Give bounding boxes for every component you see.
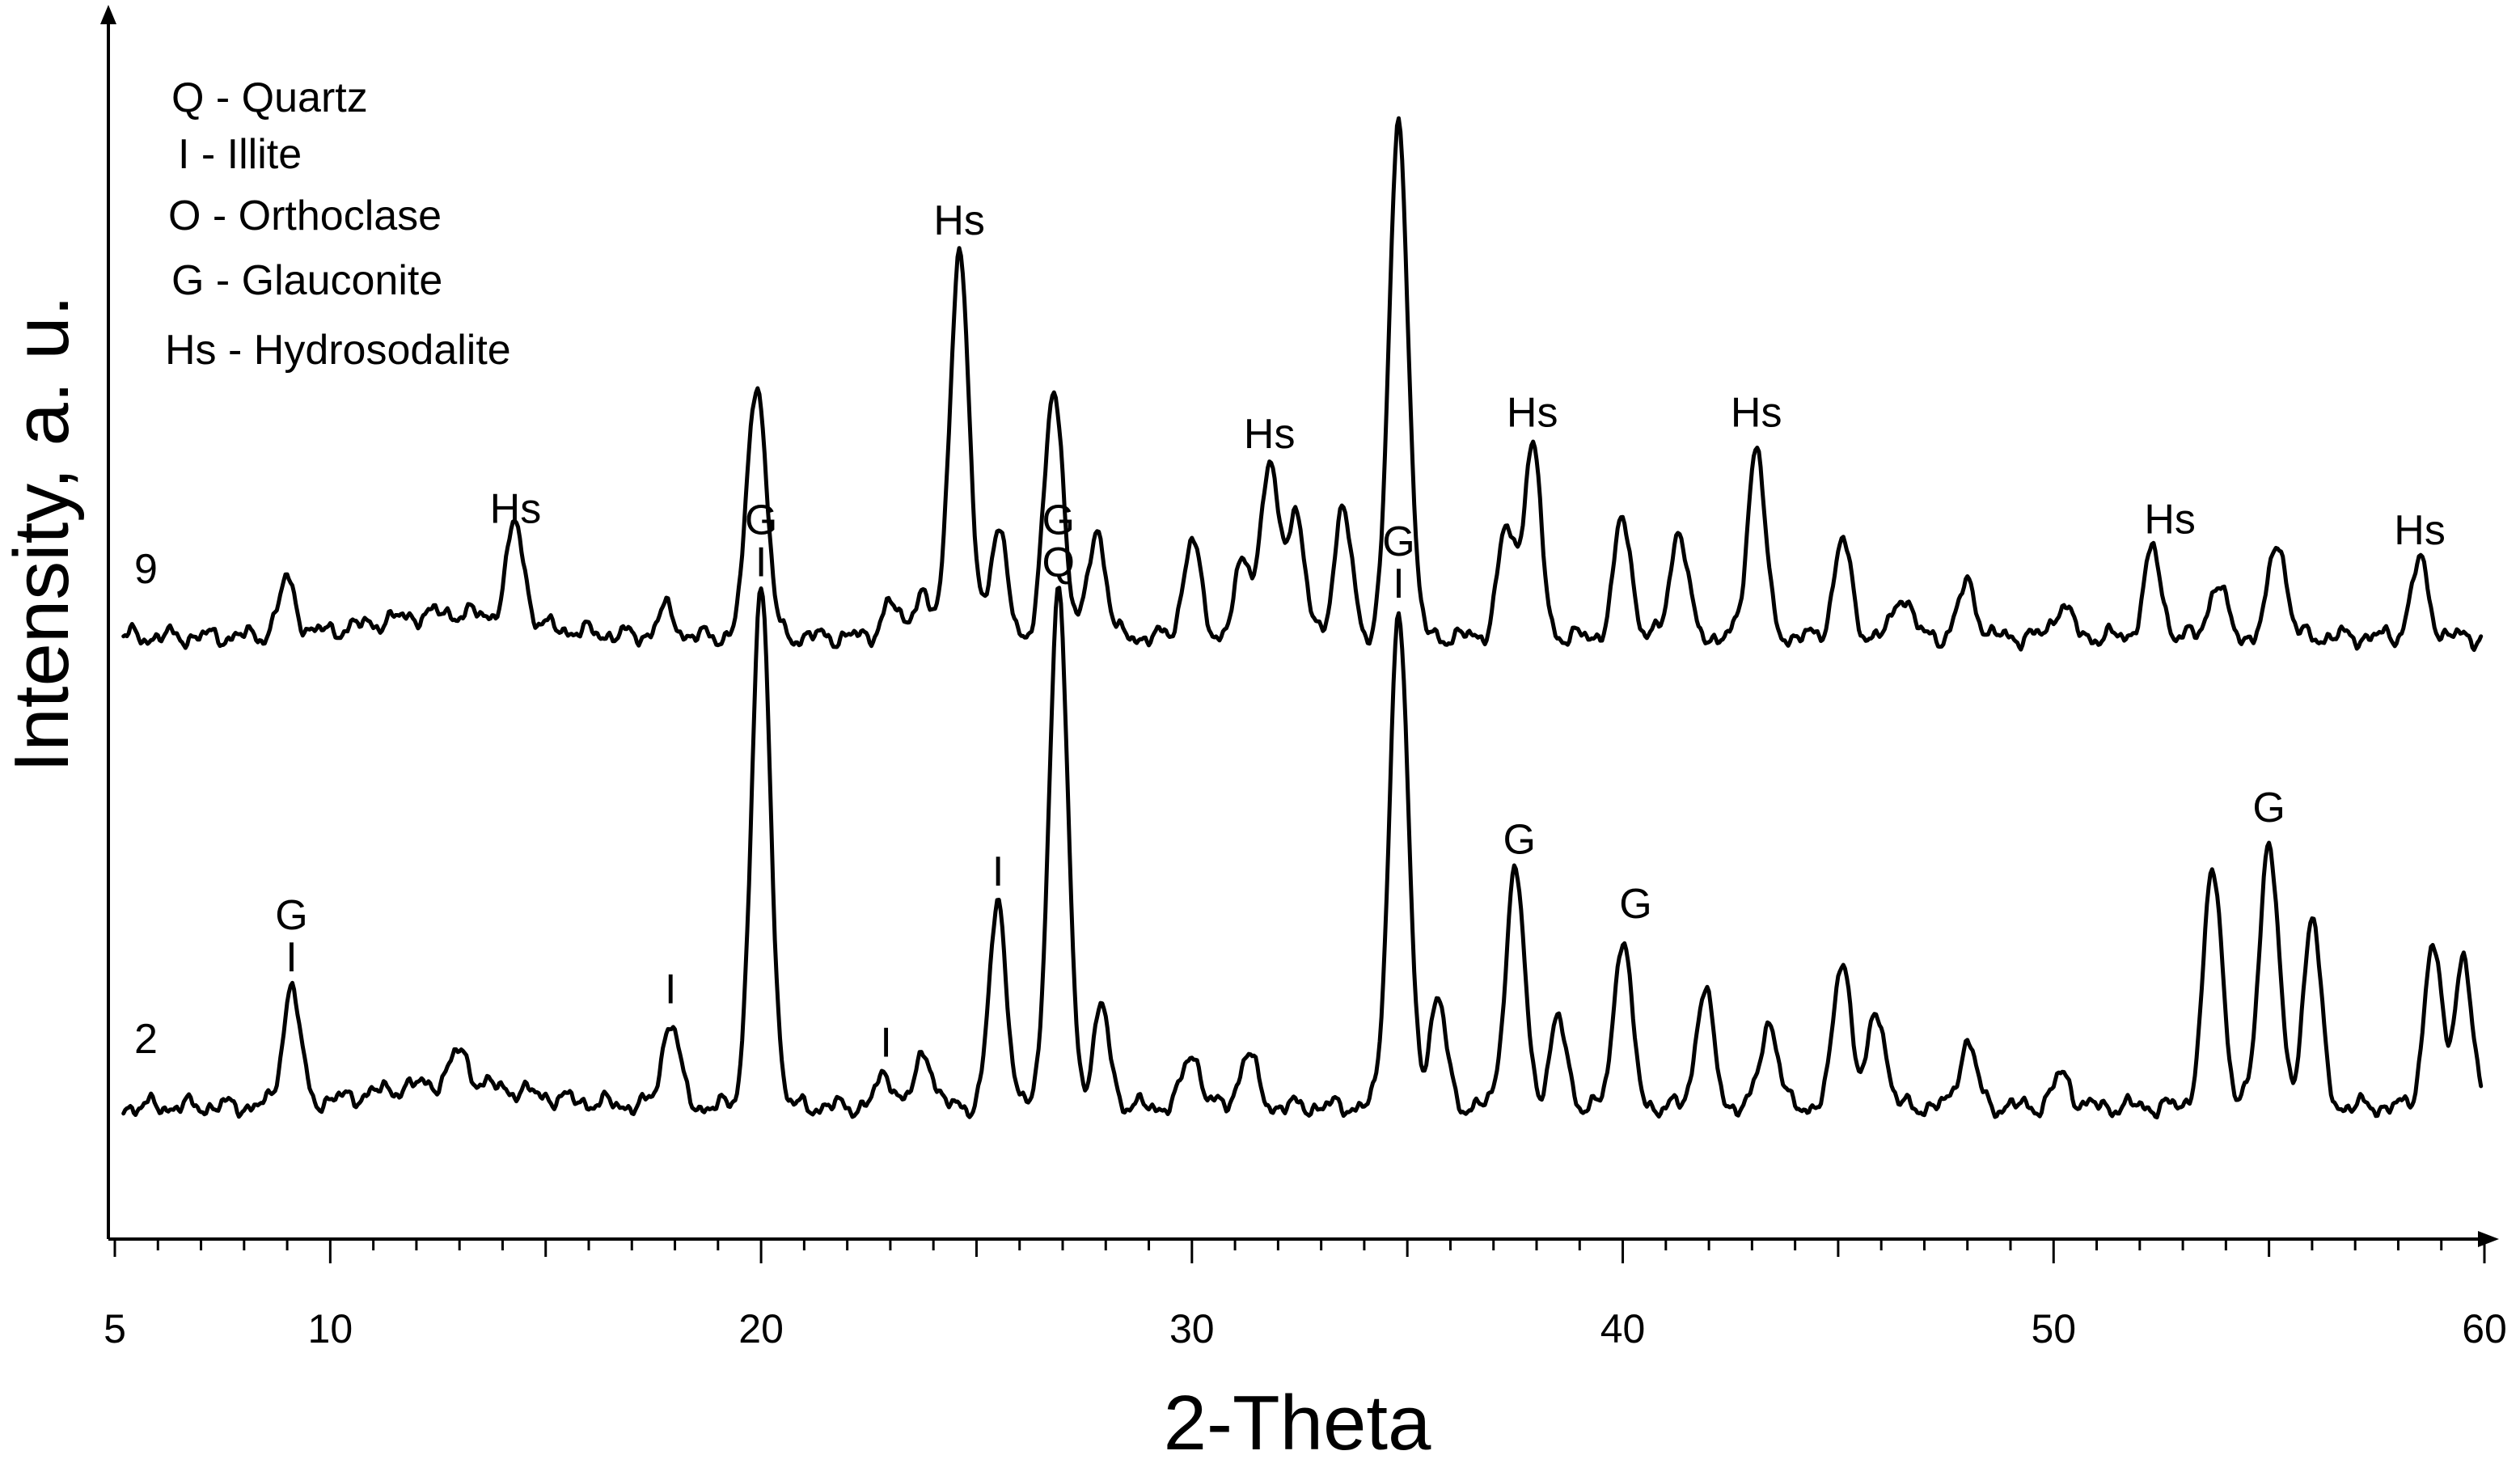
series-label-2: 2	[134, 1016, 158, 1063]
series-trace-2	[121, 586, 2484, 1120]
peak-label: G	[745, 497, 777, 544]
x-axis-arrow-icon	[2478, 1231, 2499, 1247]
x-axis-tick-labels: 5 10 20 30 40 50 60	[104, 1306, 2507, 1351]
peak-mark: Q	[1042, 539, 1074, 586]
x-axis-title: 2-Theta	[1164, 1380, 1431, 1466]
x-tick-label: 50	[2031, 1306, 2076, 1351]
peak-label: G	[1382, 518, 1414, 565]
x-axis-ticks	[113, 1239, 2486, 1263]
peak-label: Hs	[490, 485, 542, 532]
x-tick-label: 5	[104, 1306, 126, 1351]
peak-mark: I	[880, 1019, 891, 1066]
legend-entry-orthoclase: O - Orthoclase	[168, 192, 442, 239]
x-tick-label: 10	[308, 1306, 353, 1351]
x-tick-label: 20	[738, 1306, 784, 1351]
series-trace-9	[121, 116, 2484, 653]
traces	[121, 116, 2484, 1120]
legend: Q - Quartz I - Illite O - Orthoclase G -…	[165, 74, 511, 374]
peak-label: Hs	[1244, 411, 1296, 458]
peak-label: Hs	[2394, 507, 2446, 554]
legend-entry-quartz: Q - Quartz	[171, 74, 368, 121]
peak-label: G	[1619, 881, 1651, 928]
y-axis-arrow-icon	[100, 5, 116, 24]
peak-label: Hs	[1507, 390, 1558, 437]
peak-label: Hs	[1731, 390, 1782, 437]
peak-label: Hs	[2144, 497, 2196, 544]
x-tick-label: 40	[1600, 1306, 1646, 1351]
peak-mark: I	[992, 848, 1004, 895]
peak-label: Hs	[933, 197, 985, 244]
peak-label: G	[1042, 497, 1074, 544]
y-axis-title: Intensity, a. u.	[0, 295, 85, 773]
series-label-9: 9	[134, 546, 158, 593]
legend-entry-hydrosodalite: Hs - Hydrosodalite	[165, 327, 511, 374]
legend-entry-glauconite: G - Glauconite	[171, 257, 442, 304]
peak-label: G	[1503, 817, 1535, 864]
peak-label: G	[275, 892, 307, 939]
peak-mark: I	[755, 539, 767, 586]
x-tick-label: 30	[1169, 1306, 1215, 1351]
peak-mark: I	[1393, 560, 1404, 607]
peak-mark: I	[665, 966, 676, 1013]
peak-label: G	[2252, 785, 2285, 831]
legend-entry-illite: I - Illite	[178, 131, 302, 178]
peak-mark: I	[285, 934, 297, 981]
x-tick-label: 60	[2462, 1306, 2507, 1351]
